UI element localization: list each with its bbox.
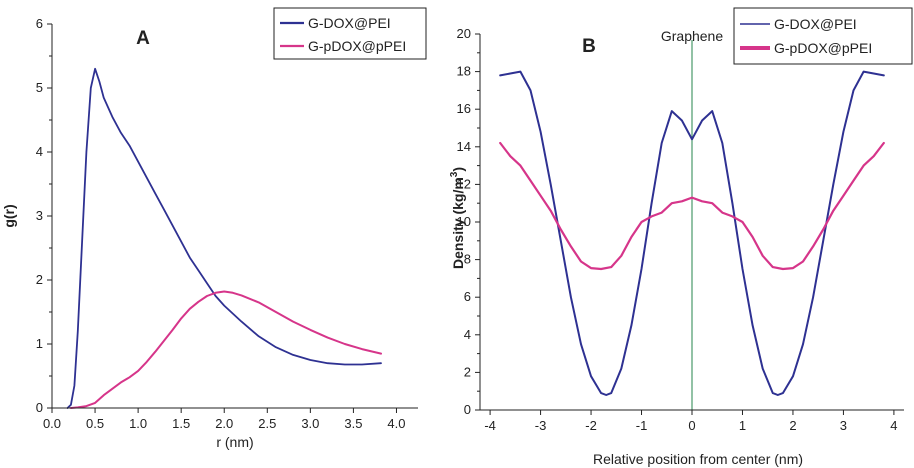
panel-b-series-g-pdox-ppei bbox=[499, 141, 885, 271]
panel-b-plot-area bbox=[499, 70, 885, 396]
panel-b-x-label: Relative position from center (nm) bbox=[593, 451, 803, 467]
panel-b-y-tick-label: 2 bbox=[464, 364, 471, 379]
panel-b-y-tick-label: 10 bbox=[457, 214, 471, 229]
graphene-annotation: Graphene bbox=[661, 28, 723, 44]
panel-b-x-tick-label: -1 bbox=[636, 418, 648, 433]
panel-a-y-tick-label: 3 bbox=[36, 208, 43, 223]
panel-a-x-tick-label: 2.5 bbox=[258, 416, 276, 431]
panel-b-x-tick-label: -3 bbox=[535, 418, 547, 433]
panel-b-y-tick-label: 16 bbox=[457, 101, 471, 116]
panel-b-legend-box bbox=[733, 7, 913, 65]
panel-a-legend-entry-2: G-pDOX@pPEI bbox=[308, 38, 406, 54]
panel-b-x-tick-label: 3 bbox=[840, 418, 847, 433]
panel-b-legend: G-DOX@PEI G-pDOX@pPEI bbox=[733, 7, 913, 65]
panel-a-legend-entry-1: G-DOX@PEI bbox=[308, 15, 391, 31]
panel-a-x-tick-label: 1.0 bbox=[129, 416, 147, 431]
panel-b-y-label-text: Density (kg/m bbox=[450, 177, 466, 269]
panel-b-y-tick-label: 18 bbox=[457, 64, 471, 79]
panel-b-y-tick-label: 12 bbox=[457, 176, 471, 191]
panel-b-y-label-superscript: 3 bbox=[449, 171, 460, 177]
panel-a-x-tick-label: 0.0 bbox=[43, 416, 61, 431]
panel-b-y-tick-label: 6 bbox=[464, 289, 471, 304]
panel-b-label: B bbox=[582, 36, 596, 57]
panel-b-x-tick-label: 0 bbox=[688, 418, 695, 433]
panel-b-x-tick-label: 1 bbox=[739, 418, 746, 433]
panel-b-y-tick-label: 0 bbox=[464, 402, 471, 417]
panel-a-ticks: 0.0 0.5 1.0 1.5 2.0 2.5 3.0 3.5 4.0 0 1 2 3 4 5 6 bbox=[36, 16, 406, 431]
panel-a-label: A bbox=[136, 28, 150, 49]
panel-a-legend-box bbox=[273, 7, 427, 60]
panel-b-y-tick-label: 8 bbox=[464, 252, 471, 267]
panel-b-legend-entry-2: G-pDOX@pPEI bbox=[774, 40, 872, 56]
panel-b-y-tick-label: 14 bbox=[457, 139, 471, 154]
panel-b: Graphene -4 -3 -2 -1 0 1 2 3 402468101214161820 … bbox=[449, 7, 913, 467]
panel-b-legend-entry-1: G-DOX@PEI bbox=[774, 16, 857, 32]
panel-a-y-tick-label: 1 bbox=[36, 336, 43, 351]
panel-a-x-tick-label: 3.0 bbox=[301, 416, 319, 431]
panel-b-y-label: Density (kg/m3) bbox=[449, 167, 466, 269]
panel-a-x-tick-label: 0.5 bbox=[86, 416, 104, 431]
panel-a-plot-area bbox=[66, 67, 382, 409]
panel-b-y-tick-label: 20 bbox=[457, 26, 471, 41]
panel-a-y-tick-label: 4 bbox=[36, 144, 43, 159]
panel-a-y-label: g(r) bbox=[1, 204, 17, 227]
panel-a-x-tick-label: 1.5 bbox=[172, 416, 190, 431]
panel-b-x-tick-label: -4 bbox=[484, 418, 496, 433]
panel-a-y-tick-label: 0 bbox=[36, 400, 43, 415]
panel-a-y-tick-label: 2 bbox=[36, 272, 43, 287]
panel-a-y-tick-label: 6 bbox=[36, 16, 43, 31]
panel-b-series-g-dox-pei bbox=[499, 70, 885, 396]
panel-b-x-tick-label: -2 bbox=[585, 418, 597, 433]
panel-a-series-g-pdox-ppei bbox=[69, 290, 382, 409]
panel-b-y-label-end: ) bbox=[450, 167, 466, 172]
panel-b-y-tick-label: 4 bbox=[464, 327, 471, 342]
panel-a-legend: G-DOX@PEI G-pDOX@pPEI bbox=[273, 7, 427, 60]
panel-a: 0.0 0.5 1.0 1.5 2.0 2.5 3.0 3.5 4.0 0 1 2 3 4 5 6 A r (… bbox=[1, 7, 427, 450]
panel-a-y-tick-label: 5 bbox=[36, 80, 43, 95]
panel-b-x-tick-label: 4 bbox=[890, 418, 897, 433]
panel-a-x-label: r (nm) bbox=[216, 434, 253, 450]
panel-a-x-tick-label: 4.0 bbox=[387, 416, 405, 431]
panel-a-x-tick-label: 2.0 bbox=[215, 416, 233, 431]
panel-a-x-tick-label: 3.5 bbox=[344, 416, 362, 431]
panel-a-series-g-dox-pei bbox=[66, 67, 382, 409]
panel-b-x-tick-label: 2 bbox=[789, 418, 796, 433]
